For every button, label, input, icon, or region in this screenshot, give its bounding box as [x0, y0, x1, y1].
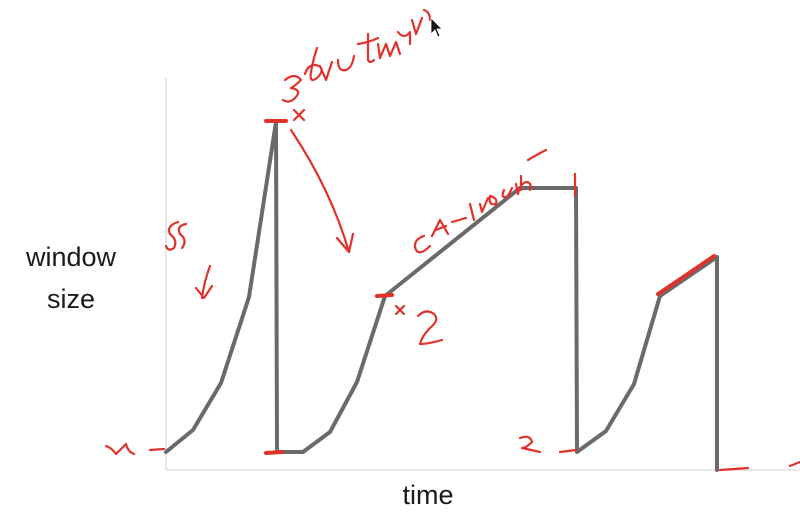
annotation-slow-start — [164, 220, 214, 300]
annotation-start-mark — [104, 442, 166, 456]
annotation-end-marks — [718, 460, 800, 472]
drop-tick-mark — [264, 450, 284, 455]
corner-tick-mark — [375, 293, 394, 298]
third-peak-marks — [656, 254, 716, 296]
annotation-times-two — [394, 304, 444, 346]
annotation-3-dup-timeout — [281, 8, 432, 122]
window-size-curve — [164, 120, 719, 472]
handwritten-annotations — [104, 8, 800, 472]
annotation-arrow-down — [289, 128, 355, 254]
annotation-third-start-mark — [518, 435, 578, 454]
annotation-ca-linear — [413, 148, 548, 254]
mouse-cursor-icon — [430, 17, 443, 38]
annotation-flat-top-marks — [519, 172, 577, 198]
y-axis-label: window size — [25, 242, 117, 314]
x-axis-label: time — [402, 480, 454, 510]
